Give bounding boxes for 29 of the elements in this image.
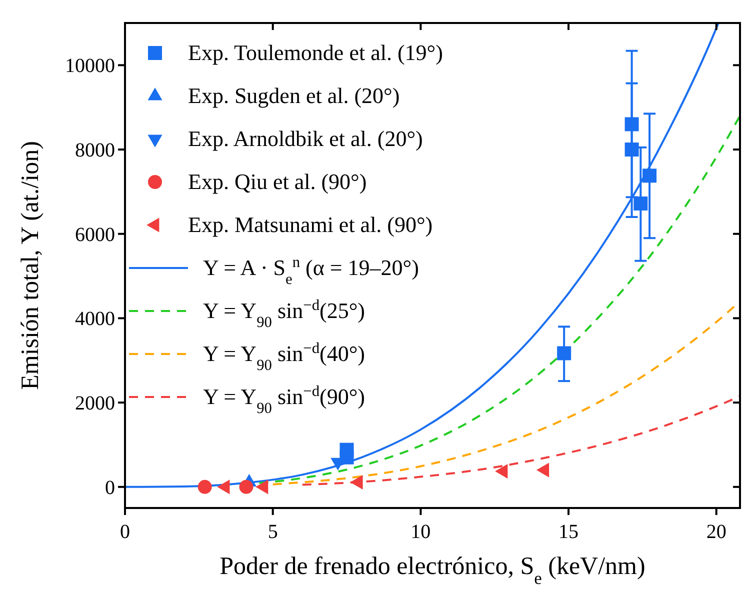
legend-label: Y = A · S$_{e}$$^{n}$ (α = 19–20°) (203, 254, 419, 288)
x-tick-label: 20 (706, 521, 726, 543)
x-axis-title: Poder de frenado electrónico, S$_{e}$ (keV/nm) (220, 553, 646, 588)
point (642, 168, 657, 183)
point (634, 196, 648, 211)
point (198, 480, 212, 494)
y-tick-label: 0 (105, 476, 115, 499)
x-tick-label: 0 (120, 521, 130, 543)
legend-label: Exp. Matsunami et al. (90°) (188, 212, 433, 237)
point (557, 346, 572, 360)
x-tick-label: 5 (268, 521, 278, 543)
point (624, 117, 639, 132)
legend-label: Y = Y$_{90}$ sin$^{−d}$(25°) (203, 296, 365, 330)
legend-label: Exp. Arnoldbik et al. (20°) (188, 126, 423, 151)
y-tick-label: 2000 (75, 392, 115, 415)
legend-label: Y = Y$_{90}$ sin$^{−d}$(90°) (203, 382, 365, 416)
legend-label: Exp. Qiu et al. (90°) (188, 169, 367, 194)
legend-label: Exp. Sugden et al. (20°) (188, 83, 400, 108)
y-tick-label: 8000 (75, 140, 115, 162)
legend-label: Y = Y$_{90}$ sin$^{−d}$(40°) (203, 340, 365, 374)
y-tick-label: 10000 (65, 55, 115, 78)
y-axis-title: Emisión total, Y (at./ion) (17, 141, 44, 390)
x-tick-label: 10 (410, 521, 431, 543)
point (239, 480, 254, 494)
y-tick-label: 6000 (75, 224, 115, 246)
y-tick-label: 4000 (75, 308, 115, 330)
legend-label: Exp. Toulemonde et al. (19°) (188, 40, 443, 65)
x-tick-label: 15 (558, 521, 579, 543)
point (624, 142, 639, 157)
